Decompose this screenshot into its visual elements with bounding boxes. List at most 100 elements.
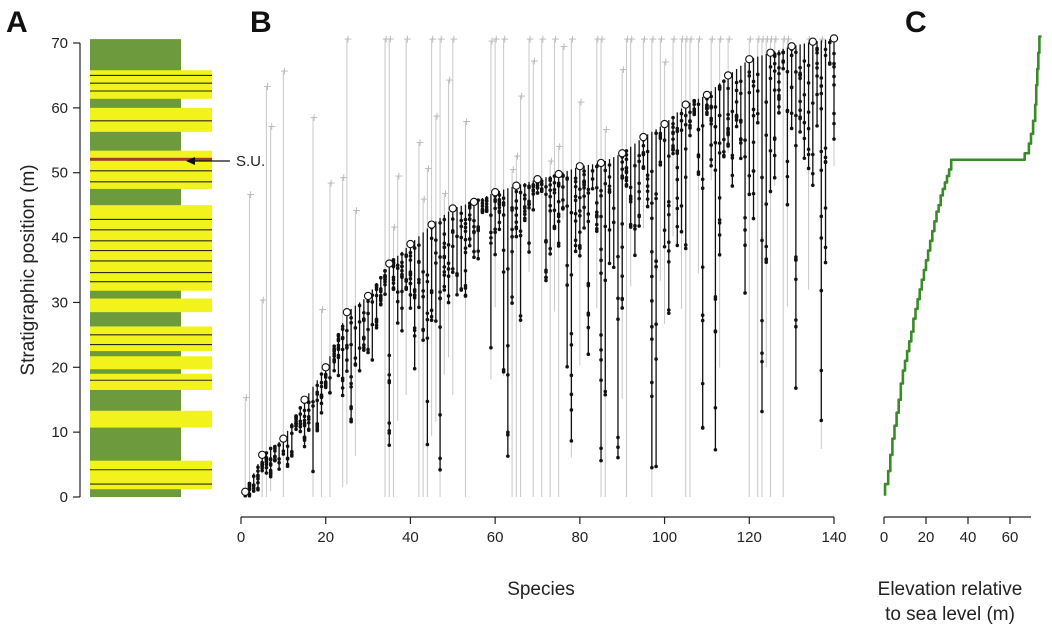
occurrence-point [679,229,684,234]
occurrence-point [806,166,811,171]
occurrence-point [544,275,548,280]
occurrence-point [383,277,387,282]
occurrence-point [425,311,430,316]
stratigraphic-column-panel: 0 10 20 30 40 50 60 70 Stratigraphic position (… [18,35,265,506]
highest-occurrence-marker [681,100,690,109]
occurrence-point [675,206,680,211]
occurrence-point [802,93,807,97]
occurrence-point [311,399,315,404]
occurrence-point [544,278,548,283]
occurrence-point [590,186,595,191]
occurrence-point [650,201,654,205]
occurrence-point [408,254,413,258]
sandstone-bed-8 [90,150,212,189]
occurrence-point [387,353,392,358]
occurrence-point [374,283,379,287]
x-axis-title-line-1: Elevation relative [878,579,1023,600]
occurrence-point [798,116,802,121]
occurrence-point [654,259,658,264]
occurrence-point [569,210,574,215]
confidence-extensions: +++++++++ ++++++++++++++++++++ +++++++++++… [242,32,840,497]
occurrence-point [442,232,447,236]
occurrence-point [802,120,807,125]
occurrence-point [650,299,654,303]
y-tick-label: 20 [51,359,68,376]
occurrence-point [607,190,612,195]
occurrence-point [751,140,756,145]
occurrence-point [811,183,815,188]
occurrence-point [599,194,603,198]
occurrence-point [734,88,739,93]
extension-marker: + [754,32,763,45]
occurrence-point [383,283,387,287]
occurrence-point [616,296,620,301]
extension-marker: + [462,115,471,128]
occurrence-point [565,263,569,268]
occurrence-point [675,165,680,170]
highest-occurrence-marker [512,181,521,190]
occurrence-point [548,209,553,213]
occurrence-point [391,287,396,292]
occurrence-point [264,458,269,463]
occurrence-point [785,202,790,207]
occurrence-point [548,178,553,183]
occurrence-point [650,380,654,385]
occurrence-point [620,306,625,310]
occurrence-point [450,270,455,275]
occurrence-point [827,62,832,66]
occurrence-point [383,275,387,279]
occurrence-point [781,50,785,55]
occurrence-point [645,173,650,178]
occurrence-point [599,458,603,463]
occurrence-point [446,261,451,266]
occurrence-point [700,177,705,182]
occurrence-point [700,186,705,190]
occurrence-point [362,343,366,347]
occurrence-point [768,148,773,153]
occurrence-point [595,201,599,205]
occurrence-point [378,302,383,307]
occurrence-point [624,178,629,183]
occurrence-point [616,317,620,322]
occurrence-point [323,380,328,384]
occurrence-point [717,196,722,200]
occurrence-point [671,148,675,152]
extension-marker: + [686,32,695,45]
occurrence-point [268,446,273,451]
occurrence-point [442,270,447,274]
x-tick-label: 100 [652,529,677,546]
occurrence-point [395,321,400,325]
occurrence-point [641,143,646,148]
occurrence-point [353,326,358,330]
occurrence-point [802,59,807,63]
occurrence-point [378,289,383,293]
extension-marker: + [758,32,767,45]
occurrence-point [438,221,442,225]
occurrence-point [599,214,603,219]
occurrence-point [599,358,603,362]
occurrence-point [730,109,735,114]
occurrence-point [823,47,828,52]
highest-occurrence-marker [448,204,457,213]
occurrence-point [709,118,713,123]
occurrence-point [789,85,794,90]
occurrence-point [832,65,836,69]
occurrence-point [552,180,557,185]
occurrence-point [565,204,569,208]
extension-marker: + [559,40,568,53]
occurrence-point [679,111,684,116]
extension-marker: + [555,140,564,153]
occurrence-point [747,173,752,178]
occurrence-point [408,250,413,255]
occurrence-point [751,84,756,88]
extension-marker: + [784,32,793,45]
occurrence-point [467,243,472,248]
occurrence-point [480,198,485,203]
highest-occurrence-marker [241,487,250,496]
occurrence-point [819,168,824,173]
extension-marker: + [394,170,403,183]
extension-marker: + [763,32,772,45]
occurrence-point [417,277,421,282]
occurrence-point [340,386,345,390]
extension-marker: + [403,32,412,45]
